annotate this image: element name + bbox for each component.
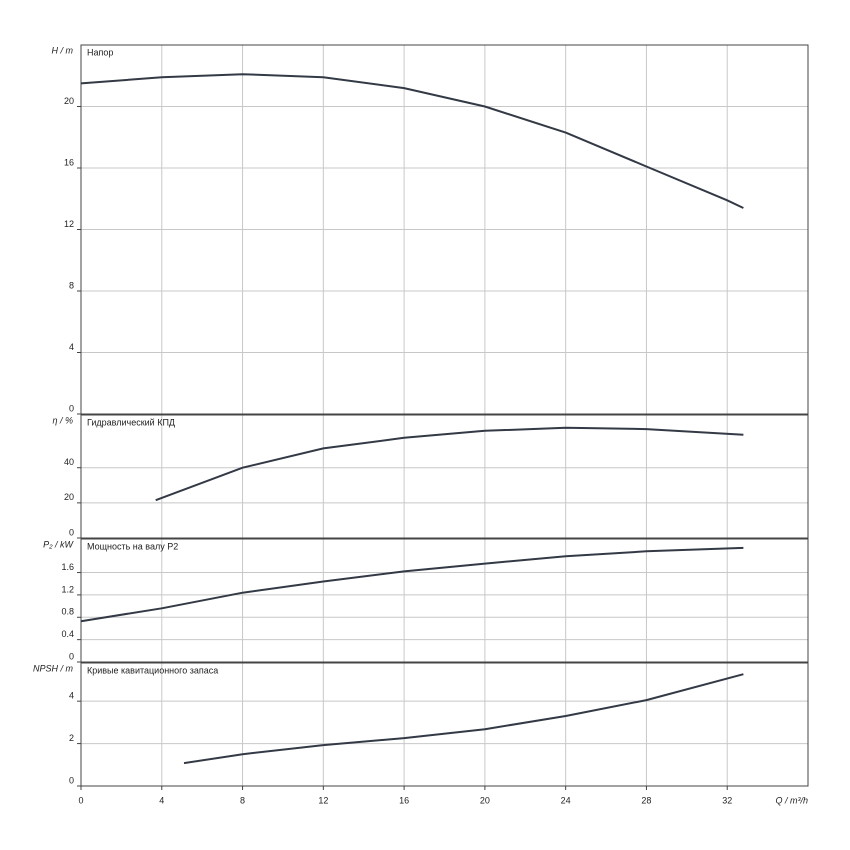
curve [183, 673, 744, 765]
y-axis-label: NPSH / m [33, 663, 74, 673]
y-tick-label: 0.8 [61, 607, 74, 617]
panel-title: Мощность на валу P2 [87, 541, 178, 551]
x-tick-label: 24 [561, 795, 571, 805]
y-tick-label: 4 [69, 342, 74, 352]
panel-frame [80, 44, 809, 415]
x-tick-label: 20 [480, 795, 490, 805]
x-tick-label: 16 [399, 795, 409, 805]
y-tick-label: 1.6 [61, 562, 74, 572]
y-axis-label: P₂ / kW [43, 539, 74, 549]
panel-frame [80, 414, 809, 539]
y-tick-label: 0 [69, 651, 74, 661]
y-axis-label: H / m [52, 45, 74, 55]
y-tick-label: 2 [69, 733, 74, 743]
y-tick-label: 0 [69, 775, 74, 785]
panel-frame [80, 538, 809, 663]
y-tick-label: 1.2 [61, 584, 74, 594]
x-tick-label: 28 [641, 795, 651, 805]
y-tick-label: 40 [64, 457, 74, 467]
curve [80, 73, 744, 209]
curve [155, 426, 744, 502]
y-tick-label: 0 [69, 403, 74, 413]
y-tick-label: 0.4 [61, 629, 74, 639]
y-tick-label: 20 [64, 492, 74, 502]
panel-title: Кривые кавитационного запаса [87, 665, 218, 675]
curve [80, 546, 744, 623]
y-tick-label: 4 [69, 691, 74, 701]
panel-title: Напор [87, 47, 113, 57]
y-tick-label: 20 [64, 96, 74, 106]
x-tick-label: 12 [318, 795, 328, 805]
y-tick-label: 12 [64, 219, 74, 229]
panel-frame [80, 662, 809, 787]
y-tick-label: 16 [64, 157, 74, 167]
x-tick-label: 4 [159, 795, 164, 805]
x-tick-label: 8 [240, 795, 245, 805]
panel-title: Гидравлический КПД [87, 417, 175, 427]
y-tick-label: 8 [69, 280, 74, 290]
x-tick-label: 0 [78, 795, 83, 805]
x-axis-label: Q / m³/h [775, 795, 808, 805]
x-tick-label: 32 [722, 795, 732, 805]
y-tick-label: 0 [69, 527, 74, 537]
y-axis-label: η / % [52, 415, 73, 425]
